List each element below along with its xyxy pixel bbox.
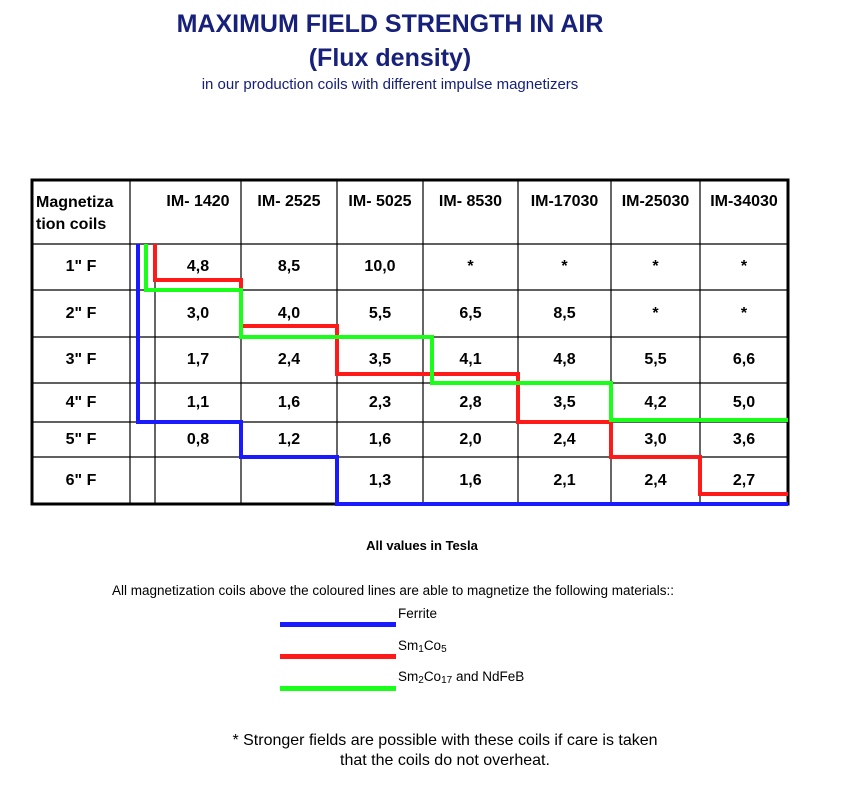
table-cell: [241, 457, 337, 504]
corner-label: Magnetiza tion coils: [36, 194, 114, 233]
table-cell: 8,5: [553, 304, 576, 322]
table-cell: *: [740, 258, 748, 275]
field-strength-table: [30, 178, 790, 506]
table-cell: 6,5: [459, 304, 482, 322]
page-caption: in our production coils with different i…: [201, 76, 579, 93]
column-header: IM-17030: [530, 193, 599, 210]
table-cell: *: [561, 258, 568, 275]
smco5-legend-label: Sm1Co5: [398, 638, 447, 655]
table-cell: *: [740, 304, 748, 322]
ferrite-legend-line: [280, 622, 396, 627]
table-cell: 2,7: [732, 471, 756, 489]
table-cell: 2,4: [553, 430, 576, 448]
table-cell: 1,6: [277, 393, 301, 411]
table-cell: 4,1: [459, 351, 482, 368]
table-cell: 2,4: [644, 471, 667, 489]
sm2co17-legend-label: Sm2Co17 and NdFeB: [398, 669, 525, 686]
legend-intro: All magnetization coils above the colour…: [112, 583, 675, 598]
table-cell: 4,8: [186, 258, 210, 275]
column-header: IM- 5025: [348, 193, 412, 210]
sm2co17-legend-line: [280, 686, 396, 691]
table-cell: [155, 457, 241, 504]
smco5-legend-line: [280, 654, 396, 659]
footer-note: * Stronger fields are possible with thes…: [232, 732, 658, 769]
table-cell: *: [652, 258, 659, 275]
table-cell: 2,3: [368, 393, 392, 411]
column-header: IM- 8530: [438, 193, 503, 210]
table-cell: 1,3: [368, 471, 392, 489]
column-header: IM-25030: [621, 193, 690, 210]
column-header: IM- 2525: [257, 193, 321, 210]
table-cell: 4,2: [644, 393, 667, 411]
page-title: MAXIMUM FIELD STRENGTH IN AIR: [176, 10, 604, 38]
ferrite-legend-label: Ferrite: [398, 606, 438, 621]
table-cell: 5,0: [732, 393, 756, 411]
table-cell: 5,5: [644, 351, 667, 368]
row-label: 2" F: [65, 304, 97, 322]
table-cell: 6,6: [732, 351, 756, 368]
table-cell: 4,0: [277, 304, 301, 322]
table-cell: 10,0: [364, 258, 396, 275]
table-cell: 2,4: [277, 351, 301, 368]
table-cell: 3,6: [732, 430, 756, 448]
table-cell: 1,6: [368, 430, 392, 448]
table-cell: 2,0: [459, 430, 482, 448]
table-cell: 0,8: [186, 430, 210, 448]
table-cell: 3,0: [186, 304, 210, 322]
page-subtitle: (Flux density): [308, 44, 472, 72]
table-cell: 4,8: [553, 351, 576, 368]
table-cell: 1,7: [186, 351, 210, 368]
table-cell: 1,2: [277, 430, 301, 448]
column-header: IM- 1420: [166, 193, 230, 210]
table-cell: 1,6: [459, 471, 482, 489]
table-cell: 1,1: [186, 393, 210, 411]
row-label: 5" F: [65, 430, 97, 448]
row-label: 1" F: [65, 258, 97, 275]
table-cell: 2,1: [553, 471, 576, 489]
units-note: All values in Tesla: [366, 538, 478, 553]
sm2co17-ndfeb-threshold-line: [144, 244, 788, 422]
ferrite-threshold-line: [136, 244, 788, 506]
table-cell: 3,5: [553, 393, 576, 411]
row-label: 3" F: [65, 351, 97, 368]
table-cell: 5,5: [368, 304, 392, 322]
table-cell: 8,5: [277, 258, 301, 275]
table-cell: 3,5: [368, 351, 392, 368]
table-cell: *: [467, 258, 474, 275]
table-cell: 3,0: [644, 430, 667, 448]
table-cell: *: [652, 304, 659, 322]
row-label: 6" F: [65, 471, 97, 489]
table-cell: 2,8: [459, 393, 482, 411]
column-header: IM-34030: [710, 193, 778, 210]
row-label: 4" F: [65, 393, 97, 411]
smco5-threshold-line: [153, 244, 788, 496]
